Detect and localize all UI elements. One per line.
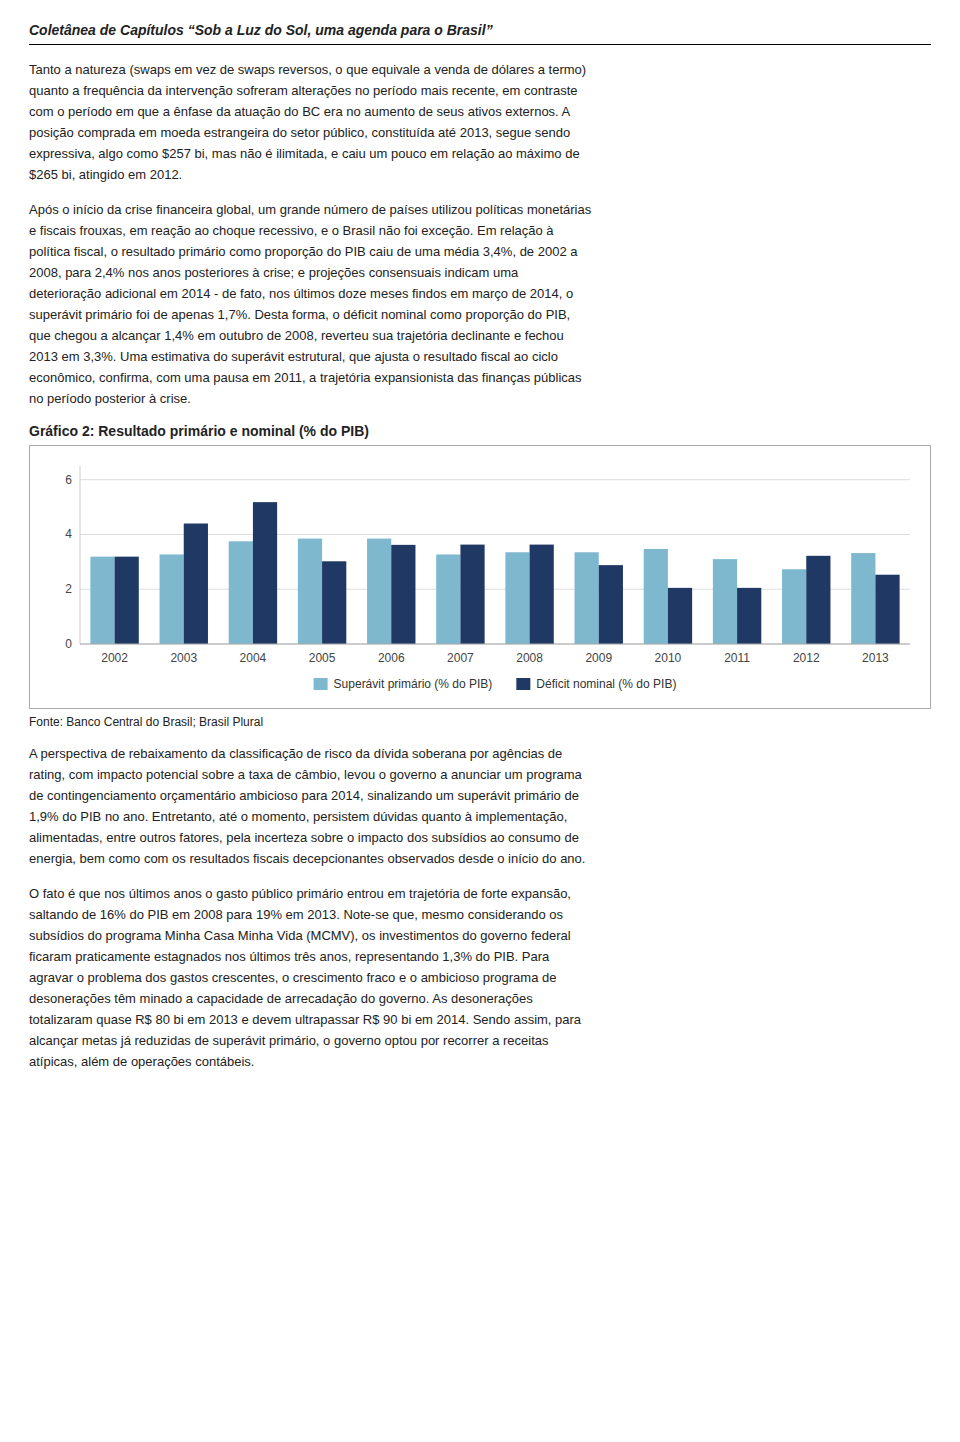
source-note: Fonte: Banco Central do Brasil; Brasil P…: [29, 715, 931, 729]
bar: [436, 554, 460, 644]
bar: [575, 552, 599, 644]
bar: [160, 554, 184, 644]
paragraph: Após o início da crise financeira global…: [29, 199, 931, 409]
bar: [253, 502, 277, 644]
chart: 0 2 4 6 2002 2003 2004 2005 2006 2007 2008 2009 2010…: [40, 454, 920, 704]
bar: [367, 539, 391, 644]
chart-box: 0 2 4 6 2002 2003 2004 2005 2006 2007 2008 2009 2010…: [29, 445, 931, 709]
legend-label: Déficit nominal (% do PIB): [536, 677, 676, 691]
paragraph: Tanto a natureza (swaps em vez de swaps …: [29, 59, 931, 185]
grid-line: [80, 479, 910, 480]
bar: [184, 524, 208, 644]
y-tick-label: 6: [65, 473, 72, 487]
y-axis-line: [80, 466, 81, 644]
bar: [851, 553, 875, 644]
chart-title: Gráfico 2: Resultado primário e nominal …: [29, 423, 931, 439]
legend-swatch: [314, 678, 328, 690]
x-tick-label: 2012: [793, 651, 820, 665]
bar: [875, 575, 899, 644]
x-tick-label: 2013: [862, 651, 889, 665]
bar: [713, 559, 737, 644]
x-tick-label: 2005: [309, 651, 336, 665]
paragraph: O fato é que nos últimos anos o gasto pú…: [29, 883, 931, 1072]
y-tick-label: 4: [65, 527, 72, 541]
bar: [322, 561, 346, 644]
x-tick-label: 2002: [101, 651, 128, 665]
y-tick-label: 0: [65, 637, 72, 651]
x-tick-label: 2011: [724, 651, 750, 665]
legend: Superávit primário (% do PIB) Déficit nom…: [314, 677, 677, 691]
bar: [737, 588, 761, 644]
y-tick-label: 2: [65, 582, 72, 596]
paragraph: A perspectiva de rebaixamento da classif…: [29, 743, 931, 869]
bar: [460, 545, 484, 644]
bar: [115, 557, 139, 644]
x-tick-label: 2008: [516, 651, 543, 665]
x-tick-label: 2007: [447, 651, 474, 665]
x-tick-label: 2006: [378, 651, 405, 665]
bar: [599, 565, 623, 644]
legend-label: Superávit primário (% do PIB): [334, 677, 493, 691]
header-title: Coletânea de Capítulos “Sob a Luz do Sol…: [29, 22, 931, 45]
bar: [644, 549, 668, 644]
x-tick-label: 2004: [240, 651, 267, 665]
x-tick-label: 2010: [655, 651, 682, 665]
bar: [668, 588, 692, 644]
page: Coletânea de Capítulos “Sob a Luz do Sol…: [0, 0, 960, 1072]
x-tick-label: 2003: [170, 651, 197, 665]
bar: [391, 545, 415, 644]
bars: [90, 502, 899, 644]
bar: [782, 569, 806, 644]
legend-swatch: [516, 678, 530, 690]
x-axis-line: [80, 644, 910, 645]
grid-line: [80, 644, 910, 645]
bar: [229, 541, 253, 644]
bar: [806, 556, 830, 644]
bar: [298, 539, 322, 644]
bar: [90, 557, 114, 644]
bar: [530, 545, 554, 644]
x-tick-label: 2009: [585, 651, 612, 665]
bar: [505, 552, 529, 644]
